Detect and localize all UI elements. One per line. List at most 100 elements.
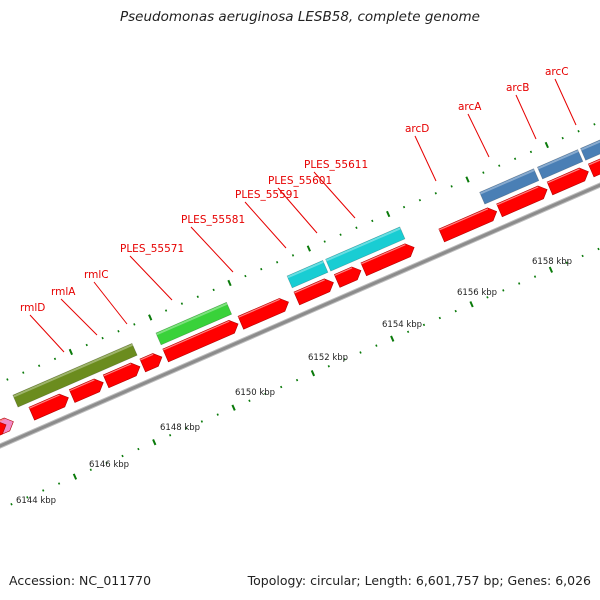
minor-tick [577,129,580,133]
minor-tick [53,357,57,361]
minor-tick [343,358,346,361]
gene-cds[interactable] [360,243,415,277]
gene-clusters[interactable] [12,129,600,408]
cluster-highlight [479,169,535,195]
cluster-highlight [580,140,600,151]
gene-cds[interactable] [139,353,163,373]
tick-marks [6,123,600,506]
cyan-cluster[interactable] [286,260,329,289]
gene-highlight [496,186,539,206]
major-tick [231,404,236,411]
scale-labels: 6144 kbp 6146 kbp 6148 kbp 6150 kbp 6152 kbp… [16,257,572,506]
minor-tick [371,219,374,223]
minor-tick [295,378,299,382]
minor-tick [418,198,422,202]
gene-cds[interactable] [438,207,498,243]
minor-tick [200,420,203,423]
cluster-highlight [287,260,324,279]
major-tick [544,141,549,149]
minor-tick [406,330,410,334]
major-tick [310,370,316,377]
gene-cds[interactable] [293,278,334,306]
olive-cluster[interactable] [12,342,138,408]
gene-label: arcD [405,123,429,135]
gene-label: arcB [506,82,530,94]
label-leader [313,171,356,219]
gene-features[interactable] [0,148,600,448]
gene-highlight [334,267,353,276]
minor-tick [180,302,184,305]
minor-tick [26,496,29,499]
genome-summary-text: Topology: circular; Length: 6,601,757 bp… [247,573,591,588]
minor-tick [184,427,188,430]
gene-cds[interactable] [162,319,239,363]
minor-tick [498,164,501,167]
gene-label: rmlA [51,286,76,298]
label-leader [29,314,65,353]
gene-label: PLES_55571 [120,243,184,255]
minor-tick [133,323,136,326]
cluster-highlight [325,227,401,262]
gene-cds[interactable] [333,266,362,288]
scale-label: 6146 kbp [89,460,129,470]
gene-cds[interactable] [102,362,141,389]
major-tick [386,210,391,218]
gene-cds[interactable] [546,167,589,196]
gene-label: PLES_55581 [181,214,245,226]
map-title: Pseudomonas aeruginosa LESB58, complete … [120,9,480,25]
minor-tick [169,434,172,437]
gene-label: rmlD [20,302,45,314]
minor-tick [355,226,358,230]
major-tick [390,335,395,342]
gene-cds[interactable] [0,421,7,447]
blue-cluster[interactable] [536,149,584,180]
gene-highlight [238,298,280,318]
gene-cds[interactable] [28,393,69,421]
gene-label: rmlC [84,269,109,281]
minor-tick [89,468,92,472]
minor-tick [42,489,45,492]
minor-tick [502,289,505,292]
gene-highlight [29,394,60,409]
gene-highlight [103,363,132,377]
gene-highlight [439,208,489,231]
label-leader [190,226,234,273]
minor-tick [10,503,13,506]
scale-label: 6156 kbp [457,288,497,298]
scale-label: 6148 kbp [160,423,200,433]
scale-label: 6150 kbp [235,388,275,398]
minor-tick [482,171,485,174]
minor-tick [105,461,108,465]
blue-cluster[interactable] [580,129,600,161]
minor-tick [101,336,104,340]
scale-label: 6158 kbp [532,257,572,267]
minor-tick [438,316,441,320]
major-tick [469,301,474,308]
blue-cluster[interactable] [479,168,540,205]
minor-tick [6,378,9,381]
cyan-cluster[interactable] [325,226,406,272]
minor-tick [38,364,41,367]
minor-tick [22,371,25,374]
minor-tick [117,330,120,333]
minor-tick [593,123,596,126]
green-cluster[interactable] [155,301,233,346]
minor-tick [597,247,600,251]
minor-tick [533,275,537,278]
minor-tick [121,454,124,458]
gene-highlight [0,418,5,422]
gene-cds[interactable] [496,185,548,218]
gene-cds[interactable] [68,378,104,403]
label-leader [414,135,437,182]
minor-tick [454,309,457,313]
minor-tick [561,136,564,140]
cluster-highlight [537,150,579,170]
major-tick [148,314,153,321]
minor-tick [402,205,406,209]
gene-cds[interactable] [237,298,289,330]
minor-tick [291,254,295,257]
gene-highlight [69,379,95,392]
label-leader [467,113,490,158]
minor-tick [212,288,215,292]
